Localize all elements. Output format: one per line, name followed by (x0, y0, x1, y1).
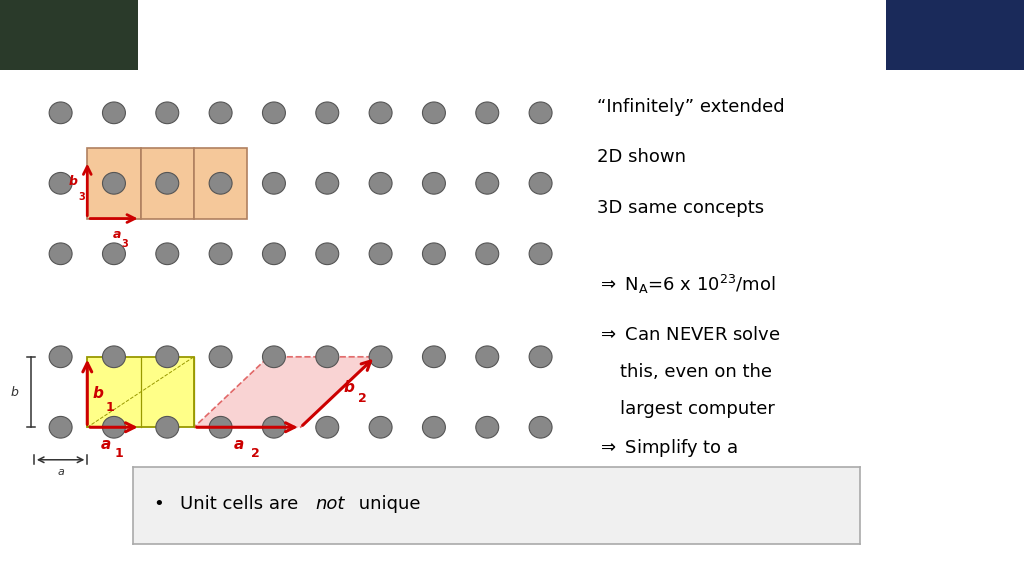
Circle shape (315, 346, 339, 367)
Circle shape (209, 243, 232, 264)
Circle shape (262, 172, 286, 194)
Circle shape (262, 102, 286, 124)
Bar (886, 0, 1024, 70)
Circle shape (423, 102, 445, 124)
Circle shape (262, 346, 286, 367)
Circle shape (529, 172, 552, 194)
Circle shape (102, 243, 125, 264)
Circle shape (369, 243, 392, 264)
Text: 2: 2 (252, 447, 260, 460)
Text: 2D shown: 2D shown (597, 149, 686, 166)
Text: 1: 1 (105, 401, 115, 414)
Text: Unit cells are: Unit cells are (180, 495, 304, 513)
Text: “Infinitely” extended: “Infinitely” extended (597, 98, 784, 116)
Circle shape (369, 102, 392, 124)
Circle shape (423, 243, 445, 264)
Text: Unit cells of a Periodic 2D Lattice: Unit cells of a Periodic 2D Lattice (290, 23, 734, 47)
Circle shape (423, 346, 445, 367)
Circle shape (49, 102, 72, 124)
Text: this, even on the: this, even on the (597, 363, 772, 381)
Circle shape (156, 416, 179, 438)
Circle shape (156, 102, 179, 124)
Circle shape (315, 416, 339, 438)
Text: 3: 3 (79, 192, 85, 202)
Text: b: b (93, 386, 103, 401)
Text: a: a (57, 467, 65, 477)
Text: $\Rightarrow$ Can NEVER solve: $\Rightarrow$ Can NEVER solve (597, 326, 780, 344)
Text: 3: 3 (121, 238, 128, 249)
Bar (87, 357, 194, 427)
Circle shape (209, 102, 232, 124)
Circle shape (529, 346, 552, 367)
Text: a: a (233, 437, 244, 452)
Circle shape (423, 416, 445, 438)
Circle shape (156, 172, 179, 194)
Circle shape (476, 102, 499, 124)
Text: a: a (100, 437, 111, 452)
Text: repeated (small) cell: repeated (small) cell (597, 475, 807, 492)
Circle shape (369, 346, 392, 367)
Text: b: b (69, 176, 78, 188)
Circle shape (49, 243, 72, 264)
Circle shape (102, 416, 125, 438)
Circle shape (476, 416, 499, 438)
Bar (140, 148, 194, 218)
Text: 3D same concepts: 3D same concepts (597, 199, 764, 217)
Text: $\Rightarrow$ N$_\mathregular{A}$=6 x 10$^{23}$/mol: $\Rightarrow$ N$_\mathregular{A}$=6 x 10… (597, 273, 776, 297)
Text: a: a (113, 228, 121, 241)
Circle shape (262, 416, 286, 438)
Circle shape (529, 102, 552, 124)
Text: 2: 2 (358, 392, 367, 405)
Circle shape (102, 102, 125, 124)
Circle shape (49, 172, 72, 194)
Text: unique: unique (353, 495, 421, 513)
Circle shape (49, 416, 72, 438)
Text: largest computer: largest computer (597, 400, 775, 418)
Circle shape (369, 416, 392, 438)
Text: b: b (344, 380, 354, 395)
Circle shape (262, 243, 286, 264)
Circle shape (102, 172, 125, 194)
Circle shape (529, 243, 552, 264)
Circle shape (529, 416, 552, 438)
Circle shape (476, 346, 499, 367)
Circle shape (209, 172, 232, 194)
Text: $\Rightarrow$ Simplify to a: $\Rightarrow$ Simplify to a (597, 437, 738, 460)
Circle shape (156, 243, 179, 264)
Circle shape (423, 172, 445, 194)
Text: 1: 1 (115, 447, 124, 460)
Circle shape (369, 172, 392, 194)
Circle shape (49, 346, 72, 367)
Circle shape (156, 346, 179, 367)
Circle shape (315, 172, 339, 194)
Circle shape (209, 346, 232, 367)
Bar (0, 0, 138, 70)
Bar (194, 148, 247, 218)
Text: b: b (11, 385, 18, 399)
Circle shape (315, 243, 339, 264)
Circle shape (102, 346, 125, 367)
Bar (87, 148, 140, 218)
Text: •: • (154, 495, 164, 513)
Circle shape (315, 102, 339, 124)
Text: not: not (315, 495, 344, 513)
Circle shape (209, 416, 232, 438)
Circle shape (476, 172, 499, 194)
Polygon shape (194, 357, 375, 427)
Circle shape (476, 243, 499, 264)
